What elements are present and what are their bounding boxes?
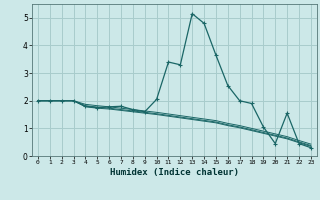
X-axis label: Humidex (Indice chaleur): Humidex (Indice chaleur): [110, 168, 239, 177]
